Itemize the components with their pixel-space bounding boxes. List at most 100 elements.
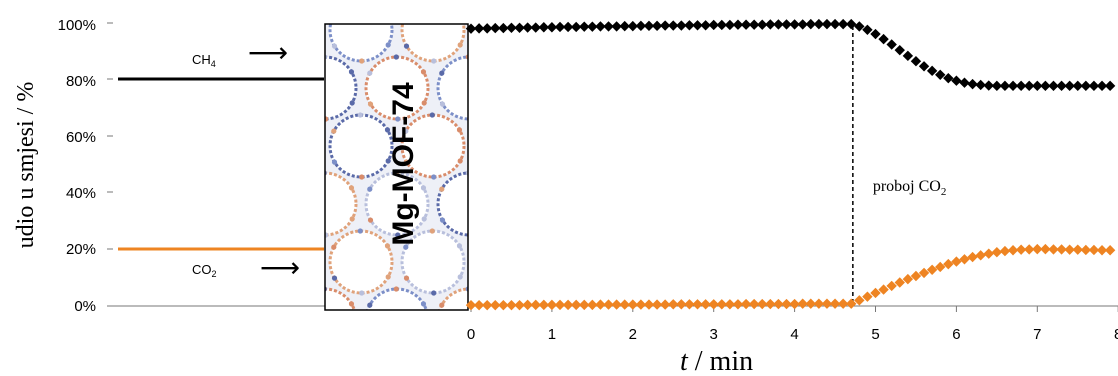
data-point: [757, 298, 768, 310]
mof-pore: [325, 55, 358, 121]
mof-atom: [420, 69, 427, 75]
mof-atom: [439, 186, 445, 192]
data-point: [910, 270, 922, 282]
data-point: [473, 299, 485, 311]
mof-atom: [539, 232, 544, 237]
mof-pore: [400, 24, 466, 63]
data-point: [926, 65, 938, 77]
mof-atom: [359, 58, 365, 64]
data-point: [1096, 80, 1108, 92]
mof-atom: [539, 116, 544, 121]
mof-atom: [429, 228, 435, 234]
mof-pore: [510, 57, 572, 119]
mof-atom: [296, 102, 301, 107]
mof-atom: [393, 54, 399, 60]
mof-atom: [475, 129, 480, 134]
mof-column: Mg-MOF-74: [286, 0, 572, 351]
data-point: [846, 18, 857, 30]
mof-atom: [367, 302, 373, 308]
x-axis-title: t / min: [680, 346, 753, 376]
data-point: [684, 20, 695, 31]
mof-atom: [420, 185, 427, 191]
mof-atom: [422, 332, 427, 337]
data-point: [1088, 80, 1100, 92]
mof-atom: [502, 228, 507, 233]
mof-atom: [286, 228, 291, 233]
data-point: [1032, 80, 1043, 92]
data-point: [611, 299, 622, 310]
data-point: [595, 21, 606, 32]
data-point: [1040, 80, 1051, 92]
mof-atom: [565, 69, 570, 74]
mof-atom: [403, 159, 410, 165]
data-point: [1072, 244, 1083, 255]
mof-pore: [328, 113, 394, 179]
data-point: [1064, 244, 1075, 255]
mof-pore: [510, 289, 572, 351]
mof-pore: [366, 0, 428, 3]
data-point: [951, 256, 962, 267]
mof-atom: [403, 43, 410, 49]
mof-atom: [367, 101, 374, 107]
mof-atom: [348, 301, 355, 307]
mof-atom: [286, 0, 291, 2]
mof-atom: [393, 170, 399, 176]
data-point: [651, 299, 663, 310]
mof-atom: [530, 158, 535, 163]
data-point: [918, 61, 930, 72]
mof-atom: [331, 43, 338, 49]
data-point: [959, 254, 970, 265]
data-point: [1024, 80, 1035, 92]
data-point: [1007, 80, 1019, 92]
data-point: [587, 299, 598, 311]
x-tick-label: 4: [790, 326, 798, 343]
data-point: [732, 299, 744, 310]
data-point: [813, 298, 825, 309]
mof-atom: [403, 128, 409, 134]
mof-structure-image: [286, 0, 572, 351]
mof-atom: [475, 13, 480, 18]
data-point: [465, 23, 477, 34]
data-point: [829, 18, 841, 30]
data-point: [740, 298, 752, 310]
mof-atom: [456, 127, 463, 133]
mof-atom: [529, 11, 534, 16]
mof-atom: [530, 42, 535, 47]
data-point: [587, 21, 598, 32]
mof-atom: [385, 158, 391, 164]
mof-atom: [403, 275, 410, 281]
mof-atom: [349, 100, 355, 106]
mof-atom: [296, 218, 301, 223]
mof-atom: [421, 216, 427, 222]
data-point: [570, 21, 582, 33]
mof-atom: [314, 42, 319, 47]
mof-atom: [395, 0, 400, 5]
data-point: [910, 56, 922, 67]
data-point: [991, 247, 1003, 258]
mof-atom: [420, 301, 427, 307]
mof-atom: [286, 112, 291, 117]
mof-atom: [357, 228, 363, 234]
x-axis-unit: / min: [688, 346, 753, 376]
mof-atom: [403, 244, 409, 250]
data-point: [740, 19, 752, 30]
data-point: [1015, 244, 1027, 255]
data-point: [902, 273, 914, 285]
mof-pore: [510, 0, 572, 3]
data-point: [668, 299, 679, 310]
co2-label-sub: 2: [212, 269, 217, 279]
mof-atom: [457, 42, 463, 48]
mof-atom: [359, 290, 365, 296]
data-point: [862, 24, 873, 35]
mof-atom: [494, 100, 499, 105]
mof-atom: [331, 244, 337, 250]
x-tick-label: 0: [467, 326, 475, 343]
mof-atom: [502, 112, 507, 117]
mof-atom: [314, 158, 319, 163]
data-point: [692, 299, 703, 310]
y-tick-label: 60%: [66, 129, 96, 146]
x-tick-label: 3: [710, 326, 718, 343]
data-point: [530, 22, 541, 33]
mof-atom: [331, 128, 337, 134]
